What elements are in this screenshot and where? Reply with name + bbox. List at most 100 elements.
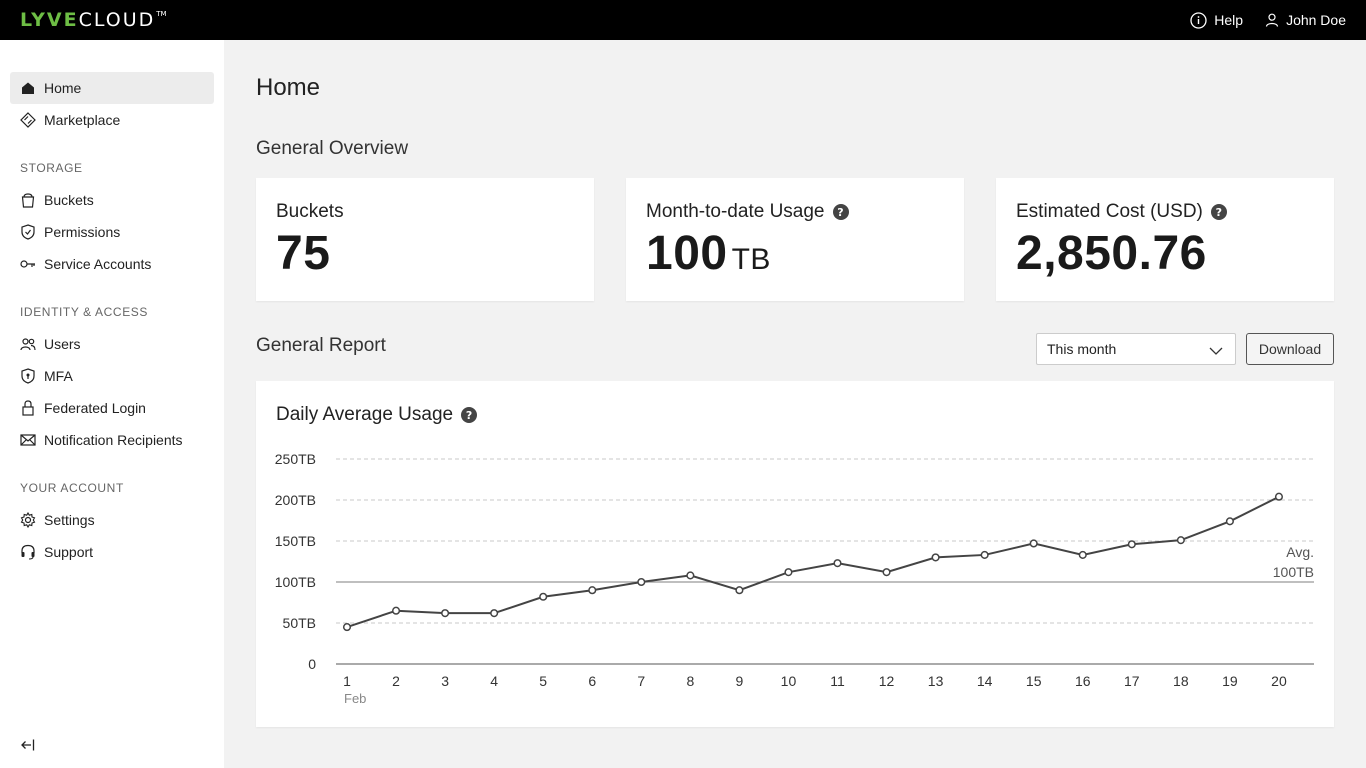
sidebar-item-home[interactable]: Home <box>10 72 214 104</box>
x-tick-label: 14 <box>977 673 993 689</box>
sidebar-item-label: Permissions <box>44 224 121 240</box>
usage-data-point <box>637 577 646 587</box>
usage-data-point <box>735 586 744 595</box>
usage-card-value: 100 TB <box>646 226 771 281</box>
usage-help-icon[interactable]: ? <box>832 204 849 220</box>
sidebar-item-label: Settings <box>44 512 95 528</box>
logo-trademark: TM <box>156 10 167 18</box>
buckets-card-value: 75 <box>276 227 331 280</box>
cost-card-label: Estimated Cost (USD) ? <box>1016 201 1227 223</box>
x-tick-label: 10 <box>781 673 797 689</box>
sidebar-item-users[interactable]: Users <box>10 328 214 360</box>
x-tick-label: 6 <box>588 673 596 689</box>
help-label: Help <box>1214 12 1244 28</box>
sidebar-item-label: Service Accounts <box>44 256 152 272</box>
usage-data-point <box>539 592 548 601</box>
mfa-shield-icon <box>20 368 36 384</box>
usage-data-point <box>342 623 352 632</box>
usage-card: Month-to-date Usage ? 100 TB <box>626 178 964 301</box>
sidebar-item-label: MFA <box>44 368 73 384</box>
sidebar-item-label: Support <box>44 544 94 560</box>
x-tick-label: 15 <box>1026 673 1042 689</box>
usage-data-point <box>1029 539 1038 548</box>
usage-series-line <box>346 495 1280 629</box>
x-tick-label: 17 <box>1124 673 1140 689</box>
usage-card-label: Month-to-date Usage ? <box>646 201 849 223</box>
account-section-heading: YOUR ACCOUNT <box>20 481 124 495</box>
buckets-card-label: Buckets <box>276 201 344 222</box>
help-link[interactable]: Help <box>1190 11 1244 29</box>
y-tick-label: 100TB <box>275 574 316 590</box>
usage-data-point <box>441 609 450 618</box>
sidebar-item-service-accounts[interactable]: Service Accounts <box>10 248 214 280</box>
y-tick-label: 250TB <box>275 451 316 467</box>
lyve-cloud-logo[interactable]: LYVE CLOUD TM <box>20 10 167 30</box>
sidebar-item-label: Notification Recipients <box>44 432 183 448</box>
buckets-card: Buckets 75 <box>256 178 594 301</box>
sidebar-item-notification-recipients[interactable]: Notification Recipients <box>10 424 214 456</box>
x-tick-label: 1 <box>343 673 351 689</box>
gear-icon <box>20 512 36 528</box>
daily-usage-chart-card: Daily Average Usage ? 0 50TB 100TB 150TB 200… <box>256 381 1334 727</box>
main-content: Home General Overview Buckets 75 Month-t… <box>224 40 1366 768</box>
sidebar-item-federated-login[interactable]: Federated Login <box>10 392 214 424</box>
page-title: Home <box>256 74 321 101</box>
usage-data-point <box>980 550 989 559</box>
sidebar-item-settings[interactable]: Settings <box>10 504 214 536</box>
download-button[interactable]: Download <box>1246 333 1334 365</box>
x-tick-label: 9 <box>736 673 744 689</box>
chart-help-icon[interactable]: ? <box>461 407 478 423</box>
x-tick-label: 4 <box>490 673 498 689</box>
y-tick-label: 0 <box>308 656 316 672</box>
sidebar-item-marketplace[interactable]: Marketplace <box>10 104 214 136</box>
period-select[interactable]: This month <box>1036 333 1236 365</box>
sidebar: Home Marketplace STORAGE Buckets Permiss… <box>0 40 224 768</box>
top-bar: LYVE CLOUD TM Help John Doe <box>0 0 1366 40</box>
bucket-icon <box>20 192 36 208</box>
sidebar-item-mfa[interactable]: MFA <box>10 360 214 392</box>
collapse-arrow-icon <box>20 738 36 757</box>
envelope-icon <box>20 432 36 448</box>
usage-data-point <box>490 609 499 618</box>
headset-icon <box>20 544 36 560</box>
chart-title: Daily Average Usage ? <box>276 404 478 426</box>
x-tick-label: 13 <box>928 673 944 689</box>
average-label: Avg. <box>1286 544 1314 560</box>
sidebar-item-buckets[interactable]: Buckets <box>10 184 214 216</box>
identity-section-heading: IDENTITY & ACCESS <box>20 305 149 319</box>
usage-data-point <box>1274 492 1284 501</box>
chevron-down-icon <box>1209 343 1223 359</box>
shield-check-icon <box>20 224 36 240</box>
usage-value-unit: TB <box>731 243 771 276</box>
collapse-sidebar-button[interactable] <box>20 738 38 756</box>
key-icon <box>20 256 36 272</box>
cost-help-icon[interactable]: ? <box>1210 204 1227 220</box>
user-name: John Doe <box>1286 12 1346 28</box>
sidebar-item-label: Buckets <box>44 192 94 208</box>
usage-data-point <box>686 571 695 580</box>
cost-card-value: 2,850.76 <box>1016 227 1207 280</box>
y-tick-label: 200TB <box>275 492 316 508</box>
sidebar-item-support[interactable]: Support <box>10 536 214 568</box>
usage-data-point <box>392 606 401 615</box>
sidebar-item-permissions[interactable]: Permissions <box>10 216 214 248</box>
x-tick-label: 7 <box>637 673 645 689</box>
usage-data-point <box>784 568 793 577</box>
sidebar-item-label: Marketplace <box>44 112 121 128</box>
users-icon <box>20 336 36 352</box>
usage-data-point <box>1078 550 1087 559</box>
usage-data-point <box>931 553 940 562</box>
average-value-label: 100TB <box>1273 564 1314 580</box>
info-icon <box>1190 11 1207 29</box>
y-tick-label: 50TB <box>283 615 316 631</box>
user-menu[interactable]: John Doe <box>1265 12 1346 28</box>
usage-data-point <box>1127 540 1136 549</box>
storage-section-heading: STORAGE <box>20 161 83 175</box>
general-report-title: General Report <box>256 335 386 356</box>
x-tick-label: 8 <box>686 673 694 689</box>
logo-lyve-text: LYVE <box>20 9 79 31</box>
x-tick-label: 5 <box>539 673 547 689</box>
general-overview-title: General Overview <box>256 138 409 159</box>
x-tick-label: 16 <box>1075 673 1091 689</box>
